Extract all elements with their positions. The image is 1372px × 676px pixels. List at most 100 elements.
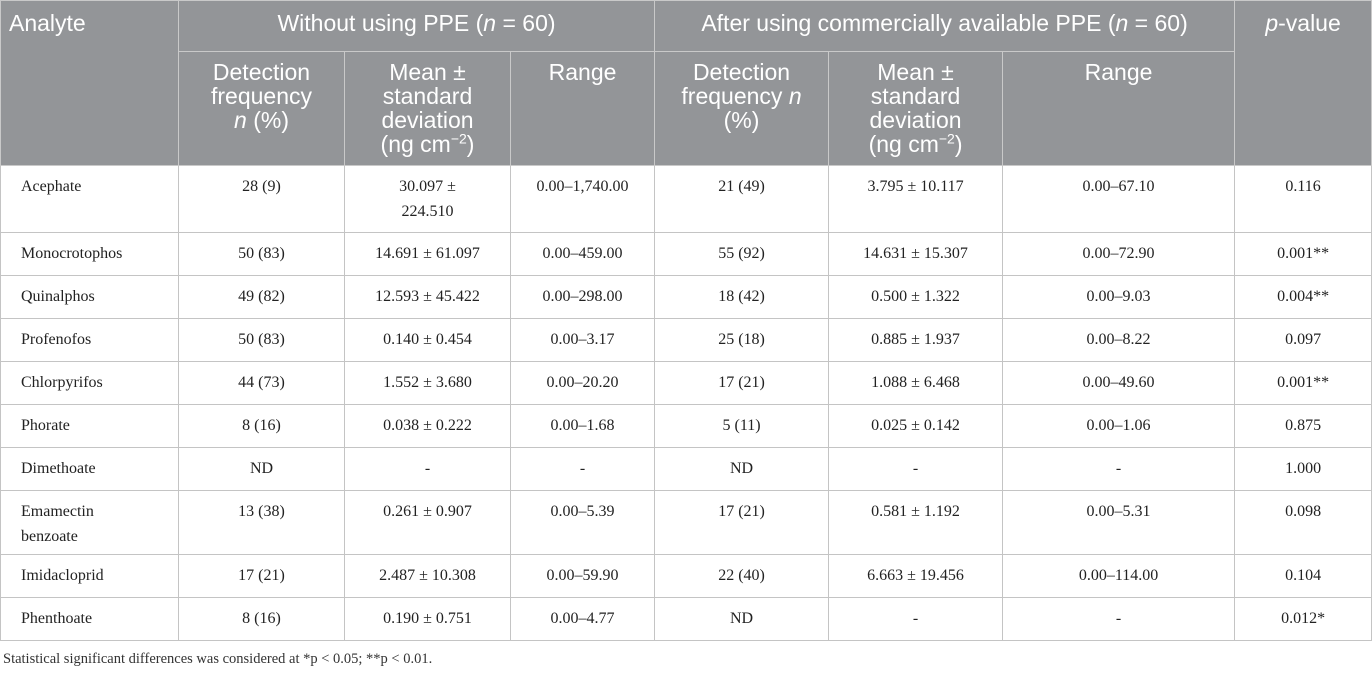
g2-detection-cell: 22 (40) [654, 554, 830, 598]
g1-range-cell: 0.00–459.00 [509, 232, 656, 276]
analyte-cell: Monocrotophos [0, 232, 179, 276]
g2-range-cell: - [1002, 447, 1236, 491]
p-value-cell: 0.097 [1234, 318, 1372, 362]
g1-detection-cell: 50 (83) [178, 232, 345, 276]
g2-mean-cell: 1.088 ± 6.468 [828, 361, 1004, 405]
g2-detection-cell: ND [654, 597, 830, 641]
with-ppe-header: After using commercially available PPE (… [654, 0, 1236, 52]
analyte-cell: Acephate [0, 165, 179, 233]
g1-mean-cell: - [344, 447, 511, 491]
g2-range-cell: 0.00–49.60 [1002, 361, 1236, 405]
g1-range-cell: 0.00–4.77 [509, 597, 656, 641]
g2-detection-cell: 17 (21) [654, 361, 830, 405]
g1-mean-cell: 0.038 ± 0.222 [344, 404, 511, 448]
g1-range-cell: 0.00–59.90 [509, 554, 656, 598]
g1-range-cell: - [509, 447, 656, 491]
analyte-cell: Phorate [0, 404, 179, 448]
g1-mean-header: Mean ± standard deviation (ng cm−2) [344, 51, 511, 166]
g2-detection-header: Detection frequency n (%) [654, 51, 830, 166]
g2-mean-cell: 6.663 ± 19.456 [828, 554, 1004, 598]
analyte-cell: Profenofos [0, 318, 179, 362]
table-row: Phenthoate 8 (16) 0.190 ± 0.751 0.00–4.7… [0, 597, 1372, 641]
g1-range-cell: 0.00–1,740.00 [509, 165, 656, 233]
header-row-subcolumns: Detection frequency n (%) Mean ± standar… [1, 51, 1372, 166]
analyte-cell: Imidacloprid [0, 554, 179, 598]
g2-range-cell: 0.00–1.06 [1002, 404, 1236, 448]
analyte-cell: Emamectin benzoate [0, 490, 179, 555]
analyte-cell: Chlorpyrifos [0, 361, 179, 405]
g2-mean-cell: 0.500 ± 1.322 [828, 275, 1004, 319]
analyte-header: Analyte [0, 0, 179, 166]
g2-detection-cell: 18 (42) [654, 275, 830, 319]
g2-detection-cell: 55 (92) [654, 232, 830, 276]
p-value-cell: 0.001** [1234, 361, 1372, 405]
g2-range-header: Range [1002, 51, 1236, 166]
g1-mean-cell: 0.140 ± 0.454 [344, 318, 511, 362]
g2-range-cell: 0.00–114.00 [1002, 554, 1236, 598]
g2-detection-cell: ND [654, 447, 830, 491]
g2-mean-cell: 0.025 ± 0.142 [828, 404, 1004, 448]
header-row-groups: Analyte Without using PPE (n = 60) After… [0, 0, 1372, 166]
g1-detection-cell: 8 (16) [178, 597, 345, 641]
analyte-cell: Dimethoate [0, 447, 179, 491]
g2-mean-cell: 0.581 ± 1.192 [828, 490, 1004, 555]
g2-range-cell: 0.00–5.31 [1002, 490, 1236, 555]
table-row: Phorate 8 (16) 0.038 ± 0.222 0.00–1.68 5… [0, 404, 1372, 448]
g2-detection-cell: 5 (11) [654, 404, 830, 448]
g1-detection-cell: 44 (73) [178, 361, 345, 405]
g1-mean-cell: 0.190 ± 0.751 [344, 597, 511, 641]
table-row: Quinalphos 49 (82) 12.593 ± 45.422 0.00–… [0, 275, 1372, 319]
g1-range-cell: 0.00–1.68 [509, 404, 656, 448]
without-ppe-header: Without using PPE (n = 60) [177, 0, 656, 52]
g2-mean-cell: - [828, 447, 1004, 491]
g1-range-cell: 0.00–298.00 [509, 275, 656, 319]
table-row: Chlorpyrifos 44 (73) 1.552 ± 3.680 0.00–… [0, 361, 1372, 405]
g2-range-cell: 0.00–9.03 [1002, 275, 1236, 319]
p-value-cell: 0.004** [1234, 275, 1372, 319]
g2-mean-header: Mean ± standard deviation (ng cm−2) [828, 51, 1004, 166]
p-value-cell: 1.000 [1234, 447, 1372, 491]
g2-detection-cell: 25 (18) [654, 318, 830, 362]
g1-range-cell: 0.00–3.17 [509, 318, 656, 362]
g2-mean-cell: 14.631 ± 15.307 [828, 232, 1004, 276]
table-row: Emamectin benzoate 13 (38) 0.261 ± 0.907 … [0, 490, 1372, 555]
analyte-cell: Quinalphos [0, 275, 179, 319]
table-row: Dimethoate ND - - ND - - 1.000 [0, 447, 1372, 491]
table-row: Imidacloprid 17 (21) 2.487 ± 10.308 0.00… [0, 554, 1372, 598]
g2-range-cell: 0.00–8.22 [1002, 318, 1236, 362]
analyte-cell: Phenthoate [0, 597, 179, 641]
p-value-cell: 0.001** [1234, 232, 1372, 276]
g1-mean-cell: 2.487 ± 10.308 [344, 554, 511, 598]
g1-mean-cell: 14.691 ± 61.097 [344, 232, 511, 276]
g1-detection-cell: 17 (21) [178, 554, 345, 598]
p-value-cell: 0.098 [1234, 490, 1372, 555]
p-value-cell: 0.012* [1234, 597, 1372, 641]
table-footnote: Statistical significant differences was … [3, 651, 433, 667]
g1-mean-cell: 30.097 ±224.510 [344, 165, 511, 233]
g1-detection-cell: ND [178, 447, 345, 491]
g2-mean-cell: - [828, 597, 1004, 641]
g2-range-cell: - [1002, 597, 1236, 641]
g2-range-cell: 0.00–72.90 [1002, 232, 1236, 276]
p-value-header: p-value [1234, 0, 1372, 166]
g1-detection-cell: 50 (83) [178, 318, 345, 362]
g1-range-cell: 0.00–20.20 [509, 361, 656, 405]
p-value-cell: 0.116 [1234, 165, 1372, 233]
g1-range-cell: 0.00–5.39 [509, 490, 656, 555]
g2-mean-cell: 3.795 ± 10.117 [828, 165, 1004, 233]
g1-detection-cell: 28 (9) [178, 165, 345, 233]
g1-mean-cell: 0.261 ± 0.907 [344, 490, 511, 555]
g1-mean-cell: 1.552 ± 3.680 [344, 361, 511, 405]
table-row: Monocrotophos 50 (83) 14.691 ± 61.097 0.… [0, 232, 1372, 276]
g2-detection-cell: 21 (49) [654, 165, 830, 233]
g2-mean-cell: 0.885 ± 1.937 [828, 318, 1004, 362]
table-row: Acephate 28 (9) 30.097 ±224.510 0.00–1,7… [0, 165, 1372, 233]
g2-detection-cell: 17 (21) [654, 490, 830, 555]
results-table: Analyte Without using PPE (n = 60) After… [0, 0, 1372, 641]
table-row: Profenofos 50 (83) 0.140 ± 0.454 0.00–3.… [0, 318, 1372, 362]
g1-detection-header: Detection frequency n (%) [178, 51, 345, 166]
g1-mean-cell: 12.593 ± 45.422 [344, 275, 511, 319]
p-value-cell: 0.875 [1234, 404, 1372, 448]
g1-detection-cell: 8 (16) [178, 404, 345, 448]
g2-range-cell: 0.00–67.10 [1002, 165, 1236, 233]
